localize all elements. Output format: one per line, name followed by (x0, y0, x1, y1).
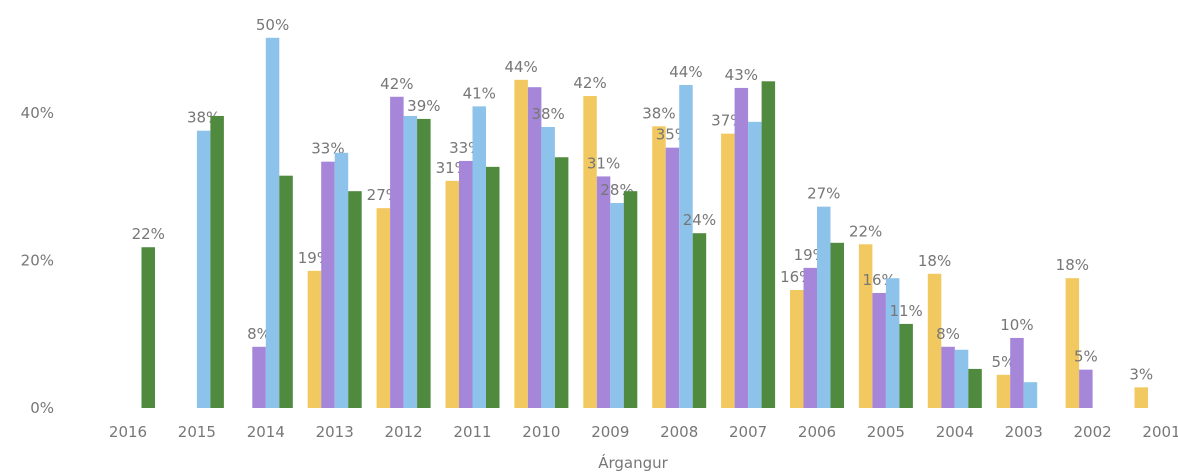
data-label: 42% (573, 74, 606, 92)
bar (334, 152, 349, 408)
data-label: 44% (504, 58, 537, 76)
bar (748, 121, 762, 408)
bar (941, 346, 955, 408)
bar (196, 130, 211, 408)
data-label: 3% (1129, 365, 1153, 383)
data-label: 18% (1056, 256, 1089, 274)
data-label: 38% (642, 104, 675, 122)
data-label: 44% (669, 63, 702, 81)
x-tick-label: 2016 (109, 423, 147, 441)
bar (885, 278, 900, 408)
y-tick-label: 20% (21, 252, 54, 270)
bar (514, 79, 528, 408)
bar (583, 96, 597, 408)
x-tick-label: 2008 (660, 423, 698, 441)
x-tick-label: 2010 (522, 423, 560, 441)
x-axis-label: Árgangur (598, 453, 668, 472)
bar (858, 244, 873, 408)
bar (968, 368, 982, 408)
data-label: 43% (725, 66, 758, 84)
bar (279, 175, 293, 408)
data-label: 39% (407, 97, 440, 115)
data-label: 50% (256, 16, 289, 34)
x-tick-label: 2001 (1142, 423, 1178, 441)
bar (790, 290, 804, 408)
data-label: 42% (380, 75, 413, 93)
bar (141, 247, 155, 408)
y-tick-label: 40% (21, 104, 54, 122)
x-tick-label: 2015 (178, 423, 216, 441)
data-label: 5% (992, 353, 1016, 371)
data-label: 8% (936, 325, 960, 343)
bar (541, 127, 555, 408)
data-label: 5% (1074, 348, 1098, 366)
x-tick-label: 2003 (1005, 423, 1043, 441)
y-tick-label: 0% (30, 399, 54, 417)
bar (390, 96, 404, 409)
bar (996, 374, 1011, 408)
bar (486, 166, 500, 408)
bar (665, 147, 680, 408)
bar (265, 37, 280, 409)
bar (210, 115, 224, 408)
data-label: 27% (807, 185, 840, 203)
bar (679, 84, 693, 408)
bar (445, 180, 459, 408)
bar (927, 273, 942, 408)
x-tick-label: 2006 (798, 423, 836, 441)
bar (721, 133, 735, 408)
bar (1023, 382, 1038, 408)
data-label: 18% (918, 252, 951, 270)
data-label: 22% (132, 225, 165, 243)
bar (1134, 387, 1148, 408)
data-label: 24% (683, 211, 716, 229)
bar (652, 126, 666, 409)
bar (1079, 369, 1093, 408)
x-tick-label: 2014 (247, 423, 285, 441)
bar (527, 87, 542, 408)
x-tick-label: 2013 (316, 423, 354, 441)
bar (1010, 337, 1024, 408)
data-label: 41% (463, 84, 496, 102)
bar (817, 206, 831, 408)
x-tick-label: 2011 (453, 423, 491, 441)
x-tick-label: 2007 (729, 423, 767, 441)
x-tick-label: 2012 (385, 423, 423, 441)
bar (1065, 278, 1080, 408)
bar (403, 115, 418, 408)
bar (252, 346, 266, 408)
x-tick-label: 2004 (936, 423, 974, 441)
x-tick-label: 2002 (1074, 423, 1112, 441)
bar (899, 323, 913, 408)
bar (321, 161, 335, 408)
bar (554, 157, 569, 408)
bar (761, 81, 776, 408)
bar (734, 87, 749, 409)
bar (610, 202, 624, 408)
bar (954, 349, 969, 408)
data-label: 38% (531, 105, 564, 123)
data-label: 22% (849, 222, 882, 240)
bar (472, 106, 486, 409)
bar (692, 233, 707, 408)
data-label: 10% (1000, 316, 1033, 334)
bar (307, 270, 322, 408)
data-label: 31% (587, 154, 620, 172)
bar (623, 191, 638, 408)
bar (417, 118, 431, 409)
bar (348, 191, 362, 408)
data-label: 8% (247, 325, 271, 343)
bar (376, 208, 391, 408)
x-tick-label: 2005 (867, 423, 905, 441)
x-tick-label: 2009 (591, 423, 629, 441)
bar (803, 267, 817, 408)
bar (459, 160, 473, 408)
bar (596, 176, 611, 408)
bar (872, 292, 886, 408)
bar (830, 242, 844, 408)
data-label: 11% (889, 302, 922, 320)
